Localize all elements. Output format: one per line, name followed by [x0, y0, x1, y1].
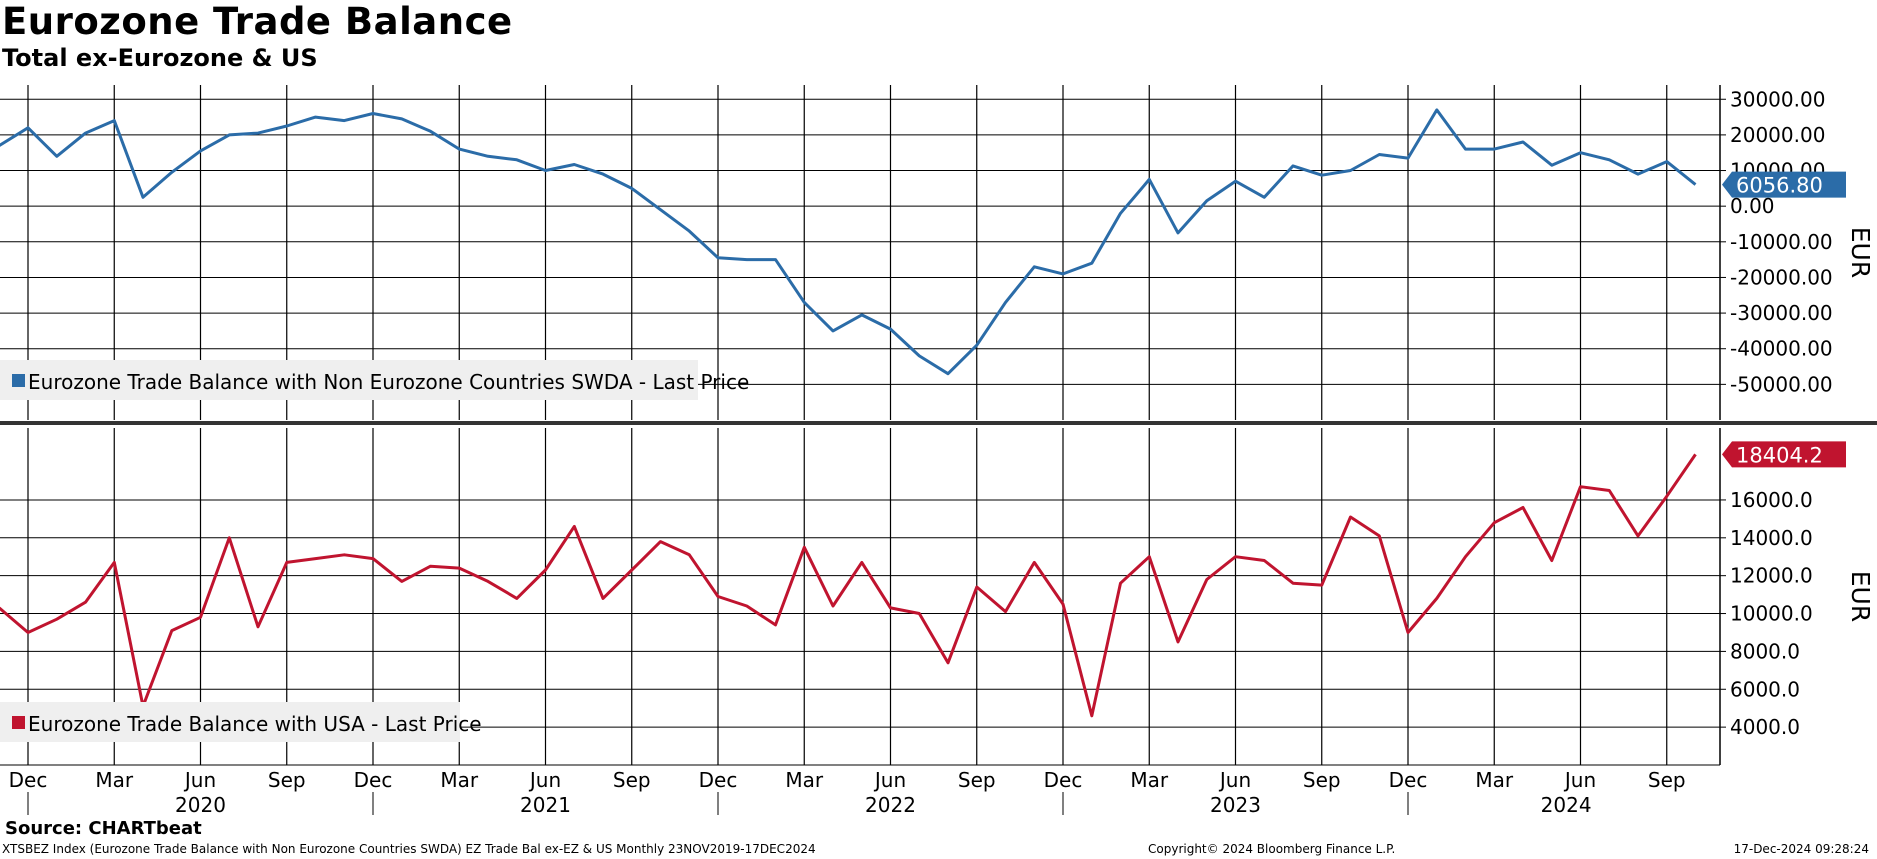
year-label-4: 2024 — [1541, 793, 1592, 817]
chart-title: Eurozone Trade Balance — [2, 0, 513, 43]
ytick-label-top-panel-7: -40000.00 — [1730, 337, 1833, 361]
last-value-tag-bottom-panel — [1722, 441, 1846, 468]
unit-label-bottom-panel: EUR — [1846, 571, 1875, 622]
ytick-label-bottom-panel-0: 16000.0 — [1730, 488, 1813, 512]
xtick-label-4: Dec — [354, 768, 393, 792]
legend-label-bottom-panel: Eurozone Trade Balance with USA - Last P… — [28, 712, 482, 736]
ytick-label-bottom-panel-5: 6000.0 — [1730, 677, 1800, 701]
xtick-label-18: Jun — [1563, 768, 1596, 792]
xtick-label-17: Mar — [1475, 768, 1514, 792]
legend-label-top-panel: Eurozone Trade Balance with Non Eurozone… — [28, 370, 749, 394]
xtick-label-1: Mar — [95, 768, 134, 792]
legend-swatch-top-panel — [12, 374, 25, 387]
xtick-label-14: Jun — [1218, 768, 1251, 792]
xtick-label-11: Sep — [958, 768, 996, 792]
source-label: Source: CHARTbeat — [5, 818, 202, 839]
xtick-label-10: Jun — [873, 768, 906, 792]
year-label-0: 2020 — [175, 793, 226, 817]
ytick-label-top-panel-4: -10000.00 — [1730, 230, 1833, 254]
xtick-label-0: Dec — [9, 768, 48, 792]
ytick-label-top-panel-0: 30000.00 — [1730, 87, 1825, 111]
ytick-label-bottom-panel-3: 10000.0 — [1730, 602, 1813, 626]
xtick-label-5: Mar — [440, 768, 479, 792]
series-line-bottom-panel — [0, 453, 1697, 718]
series-line-top-panel — [0, 108, 1697, 376]
year-label-2: 2022 — [865, 793, 916, 817]
ytick-label-top-panel-3: 0.00 — [1730, 194, 1775, 218]
xtick-label-9: Mar — [785, 768, 824, 792]
ytick-label-top-panel-8: -50000.00 — [1730, 372, 1833, 396]
year-label-3: 2023 — [1210, 793, 1261, 817]
series-description: XTSBEZ Index (Eurozone Trade Balance wit… — [2, 842, 816, 856]
ytick-label-top-panel-1: 20000.00 — [1730, 123, 1825, 147]
ytick-label-top-panel-6: -30000.00 — [1730, 301, 1833, 325]
legend-swatch-bottom-panel — [12, 716, 25, 729]
ytick-label-bottom-panel-6: 4000.0 — [1730, 715, 1800, 739]
xtick-label-8: Dec — [699, 768, 738, 792]
legend-box-top-panel — [0, 360, 698, 400]
xtick-label-7: Sep — [613, 768, 651, 792]
last-value-label-bottom-panel: 18404.2 — [1736, 443, 1823, 467]
ytick-label-bottom-panel-1: 14000.0 — [1730, 526, 1813, 550]
copyright-notice: Copyright© 2024 Bloomberg Finance L.P. — [1148, 842, 1396, 856]
ytick-label-bottom-panel-2: 12000.0 — [1730, 564, 1813, 588]
xtick-label-13: Mar — [1130, 768, 1169, 792]
legend-box-bottom-panel — [0, 702, 460, 742]
xtick-label-15: Sep — [1303, 768, 1341, 792]
xtick-label-12: Dec — [1044, 768, 1083, 792]
timestamp: 17-Dec-2024 09:28:24 — [1733, 842, 1869, 856]
unit-label-top-panel: EUR — [1846, 227, 1875, 278]
ytick-label-top-panel-5: -20000.00 — [1730, 265, 1833, 289]
last-value-tag-top-panel — [1722, 171, 1846, 198]
xtick-label-19: Sep — [1648, 768, 1686, 792]
last-value-label-top-panel: 6056.80 — [1736, 174, 1823, 198]
xtick-label-2: Jun — [183, 768, 216, 792]
chart-subtitle: Total ex-Eurozone & US — [2, 44, 318, 72]
ytick-label-bottom-panel-4: 8000.0 — [1730, 639, 1800, 663]
xtick-label-6: Jun — [528, 768, 561, 792]
year-label-1: 2021 — [520, 793, 571, 817]
xtick-label-3: Sep — [268, 768, 306, 792]
xtick-label-16: Dec — [1389, 768, 1428, 792]
